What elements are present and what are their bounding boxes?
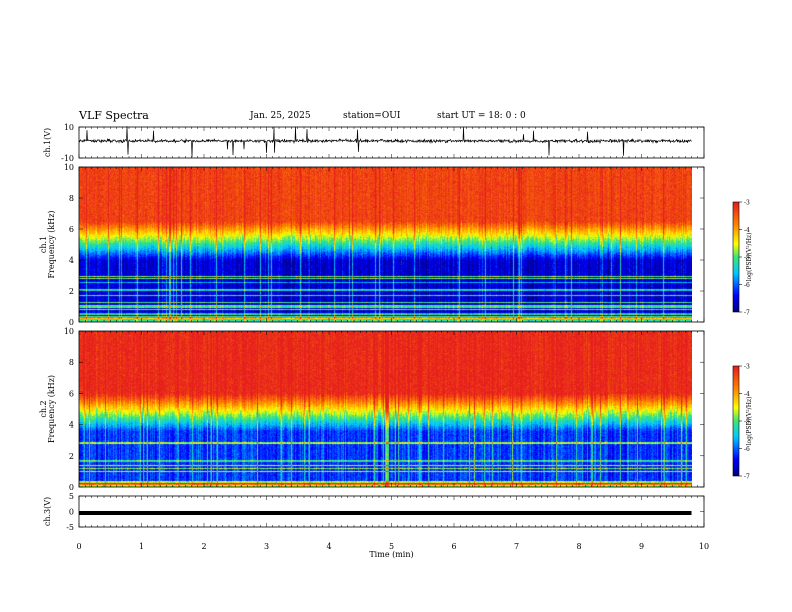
y-axis-label-4: ch.3(V) — [43, 497, 52, 526]
station-label: station=OUI — [343, 111, 401, 121]
spectrogram-ch1 — [79, 167, 692, 322]
spectrogram-ch2 — [79, 331, 692, 487]
y-tick-label-4: 0 — [69, 508, 74, 517]
x-tick-label: 10 — [699, 542, 709, 551]
colorbar-tick-label: -5 — [744, 255, 750, 262]
colorbar-ch2 — [733, 366, 739, 476]
chart-title: VLF Spectra — [79, 109, 149, 122]
colorbar-tick-label: -3 — [744, 200, 750, 207]
colorbar-label: log(PSD)(V²/Hz) — [746, 233, 753, 282]
colorbar-tick-label: -7 — [744, 474, 750, 481]
y-tick-label-2: 4 — [69, 256, 74, 265]
y-tick-label-2: 0 — [69, 318, 74, 327]
y-tick-label-3: 0 — [69, 483, 74, 492]
y-tick-label-1: -10 — [61, 154, 74, 163]
y-axis-label-3: ch.2 — [39, 400, 48, 417]
x-tick-label: 6 — [451, 542, 456, 551]
colorbar-label: log(PSD)(V²/Hz) — [746, 397, 753, 446]
start-time-label: start UT = 18: 0 : 0 — [437, 111, 526, 121]
colorbar-ch1 — [733, 202, 739, 312]
ch1-waveform — [78, 126, 692, 158]
x-tick-label: 1 — [139, 542, 144, 551]
colorbar-tick-label: -4 — [744, 227, 750, 234]
y-tick-label-4: 5 — [69, 492, 74, 501]
x-tick-label: 0 — [76, 542, 81, 551]
x-tick-label: 2 — [201, 542, 206, 551]
x-tick-label: 4 — [326, 542, 331, 551]
y-tick-label-3: 4 — [69, 421, 74, 430]
y-tick-label-4: -5 — [66, 523, 74, 532]
y-axis-label-1: ch.1(V) — [43, 128, 52, 157]
colorbar-tick-label: -7 — [744, 310, 750, 317]
date-label: Jan. 25, 2025 — [250, 111, 311, 121]
colorbar-tick-label: -4 — [744, 391, 750, 398]
y-axis-label-2: ch.1 — [39, 236, 48, 253]
y-tick-label-1: 10 — [64, 123, 74, 132]
y-tick-label-2: 10 — [64, 163, 74, 172]
y-tick-label-2: 2 — [69, 287, 74, 296]
y-axis-label-2: Frequency (kHz) — [47, 210, 56, 278]
colorbar-tick-label: -6 — [744, 446, 750, 453]
y-tick-label-3: 6 — [69, 389, 74, 398]
x-tick-label: 9 — [639, 542, 644, 551]
x-tick-label: 3 — [264, 542, 269, 551]
colorbar-tick-label: -3 — [744, 364, 750, 371]
y-tick-label-3: 8 — [69, 358, 74, 367]
x-tick-label: 5 — [389, 542, 394, 551]
y-tick-label-2: 6 — [69, 225, 74, 234]
y-tick-label-3: 2 — [69, 452, 74, 461]
y-tick-label-3: 10 — [64, 327, 74, 336]
panel-frame-1 — [78, 126, 705, 159]
x-tick-label: 7 — [514, 542, 519, 551]
colorbar-tick-label: -5 — [744, 419, 750, 426]
colorbar-tick-label: -6 — [744, 282, 750, 289]
x-tick-label: 8 — [576, 542, 581, 551]
x-axis-label: Time (min) — [369, 550, 413, 559]
y-axis-label-3: Frequency (kHz) — [47, 375, 56, 443]
y-tick-label-2: 8 — [69, 194, 74, 203]
